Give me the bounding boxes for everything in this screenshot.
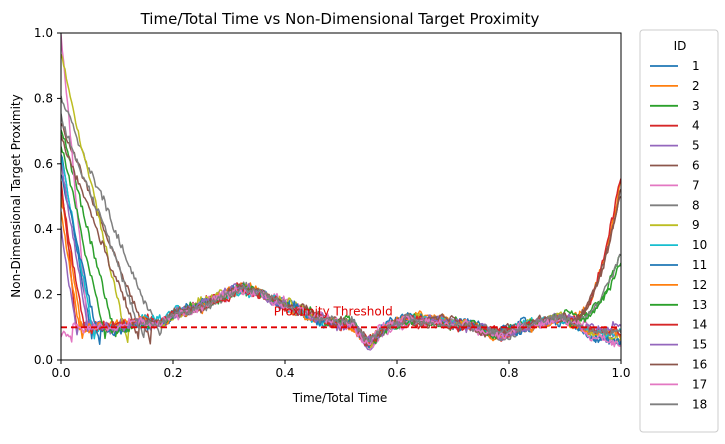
- y-tick-label: 0.8: [34, 91, 53, 105]
- chart-title: Time/Total Time vs Non-Dimensional Targe…: [140, 10, 540, 28]
- legend-label-1: 1: [692, 59, 700, 73]
- x-tick-label: 0.4: [275, 366, 294, 380]
- legend-label-12: 12: [692, 278, 707, 292]
- y-tick-label: 0.4: [34, 222, 53, 236]
- plot-frame: [60, 32, 622, 361]
- legend-label-5: 5: [692, 139, 700, 153]
- legend-label-8: 8: [692, 198, 700, 212]
- x-tick-label: 1.0: [611, 366, 630, 380]
- x-tick-label: 0.0: [51, 366, 70, 380]
- y-tick-label: 0.0: [34, 353, 53, 367]
- legend-title: ID: [674, 39, 687, 53]
- legend-box: [639, 29, 719, 433]
- plot-area: Proximity Threshold: [60, 32, 622, 361]
- legend-label-3: 3: [692, 99, 700, 113]
- x-tick-label: 0.6: [387, 366, 406, 380]
- y-axis-label: Non-Dimensional Target Proximity: [9, 94, 23, 297]
- y-axis-ticks: 0.0 0.2 0.4 0.6 0.8 1.0: [34, 26, 61, 367]
- legend-label-11: 11: [692, 258, 707, 272]
- legend-label-6: 6: [692, 159, 700, 173]
- x-axis-ticks: 0.0 0.2 0.4 0.6 0.8 1.0: [51, 360, 631, 380]
- x-tick-label: 0.2: [163, 366, 182, 380]
- legend-label-17: 17: [692, 377, 707, 391]
- y-tick-label: 0.6: [34, 157, 53, 171]
- legend-label-15: 15: [692, 338, 707, 352]
- legend-label-7: 7: [692, 178, 700, 192]
- legend-label-10: 10: [692, 238, 707, 252]
- y-tick-label: 1.0: [34, 26, 53, 40]
- legend-label-13: 13: [692, 298, 707, 312]
- legend-label-9: 9: [692, 218, 700, 232]
- threshold-label: Proximity Threshold: [274, 304, 393, 318]
- legend-label-4: 4: [692, 119, 700, 133]
- series-line-18: [61, 113, 621, 343]
- x-axis-label: Time/Total Time: [292, 391, 388, 405]
- legend-label-14: 14: [692, 318, 707, 332]
- y-tick-label: 0.2: [34, 288, 53, 302]
- x-tick-label: 0.8: [499, 366, 518, 380]
- legend-label-16: 16: [692, 358, 707, 372]
- legend-label-2: 2: [692, 79, 700, 93]
- legend-label-18: 18: [692, 397, 707, 411]
